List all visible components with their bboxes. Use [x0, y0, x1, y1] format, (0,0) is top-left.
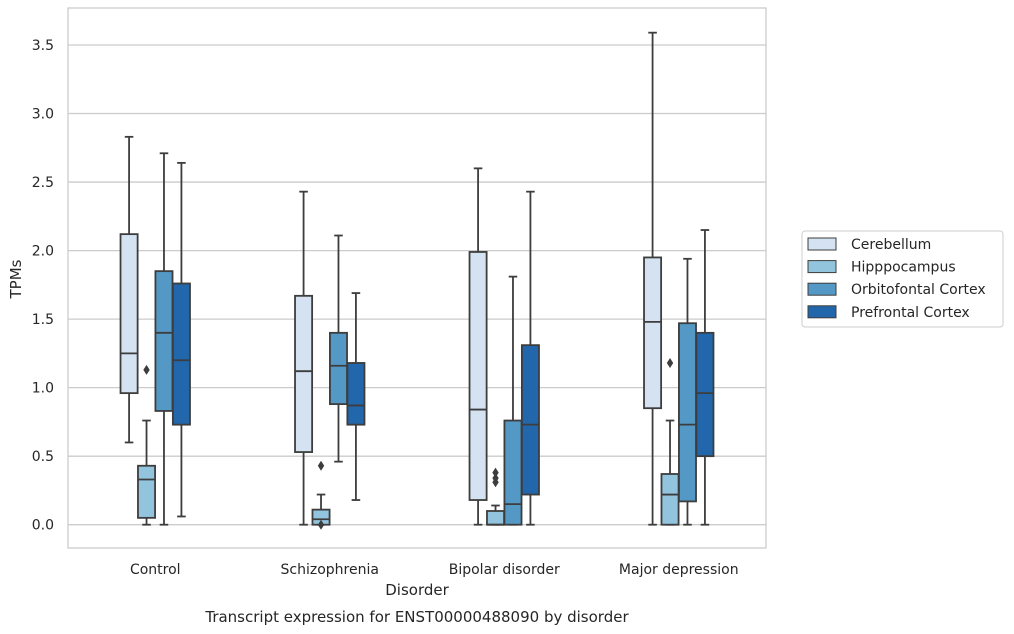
outlier-point [492, 477, 499, 488]
box-iqr [329, 331, 348, 405]
y-tick-label: 3.5 [32, 38, 54, 54]
box-group [119, 135, 139, 444]
box-group [660, 357, 680, 526]
y-tick-label: 3.0 [32, 107, 54, 123]
y-tick-label: 1.0 [32, 381, 54, 397]
outlier-point [317, 460, 325, 471]
box-group [294, 190, 314, 526]
box-iqr [678, 322, 697, 503]
y-tick-label: 2.5 [32, 175, 54, 191]
legend-swatch [807, 305, 837, 319]
legend: Cerebellum Hipppocampus Orbitofontal Corte… [801, 230, 1004, 328]
x-tick-label: Schizophrenia [281, 562, 379, 578]
x-axis-label: Disorder [385, 581, 449, 599]
box-group [346, 292, 366, 501]
box-iqr [294, 294, 314, 453]
box-group [154, 152, 174, 526]
series-orbitofontal-cortex [154, 152, 697, 526]
x-tick-label: Bipolar disorder [449, 562, 560, 578]
box-iqr [346, 362, 366, 426]
y-tick-label: 1.5 [32, 312, 54, 328]
y-tick-labels: 0.0 0.5 1.0 1.5 2.0 2.5 3.0 3.5 [32, 38, 54, 534]
outlier-point [317, 519, 325, 530]
legend-swatch [807, 282, 837, 296]
legend-label: Prefrontal Cortex [851, 305, 970, 321]
box-group [329, 234, 348, 463]
box-series [119, 31, 715, 530]
box-group [503, 275, 523, 526]
plot-area-frame [67, 7, 767, 549]
outlier-point [143, 364, 150, 375]
box-iqr [171, 282, 191, 426]
outlier-point [666, 357, 674, 368]
box-iqr [468, 251, 488, 501]
box-group [678, 257, 697, 526]
box-group [695, 229, 715, 526]
chart-caption: Transcript expression for ENST0000048809… [204, 608, 629, 626]
y-tick-label: 2.0 [32, 244, 54, 260]
series-prefrontal-cortex [171, 161, 715, 526]
box-group [643, 31, 663, 526]
box-iqr [503, 419, 523, 526]
box-iqr [137, 464, 156, 519]
legend-label: Orbitofontal Cortex [851, 282, 986, 298]
x-tick-label: Major depression [619, 562, 739, 578]
x-tick-labels: Control Schizophrenia Bipolar disorder Majo… [130, 562, 739, 578]
box-iqr [154, 270, 174, 412]
box-iqr [119, 233, 139, 395]
box-group [171, 161, 191, 518]
box-iqr [695, 331, 715, 458]
legend-frame [801, 230, 1004, 328]
box-iqr [486, 510, 505, 526]
legend-label: Cerebellum [851, 237, 931, 253]
box-iqr [643, 256, 663, 410]
box-group [137, 364, 156, 526]
y-tick-label: 0.0 [32, 518, 54, 534]
box-iqr [660, 473, 680, 526]
box-group [486, 467, 505, 526]
y-axis-label: TPMs [7, 259, 25, 299]
legend-label: Hipppocampus [851, 260, 956, 276]
series-hipppocampus [137, 357, 680, 530]
outlier-point [492, 467, 499, 478]
series-cerebellum [119, 31, 663, 526]
x-tick-label: Control [130, 562, 181, 578]
box-iqr [520, 344, 540, 496]
box-group [311, 460, 331, 530]
legend-swatch [807, 237, 837, 251]
box-group [520, 190, 540, 526]
legend-swatch [807, 260, 837, 274]
box-group [468, 167, 488, 526]
y-tick-label: 0.5 [32, 449, 54, 465]
